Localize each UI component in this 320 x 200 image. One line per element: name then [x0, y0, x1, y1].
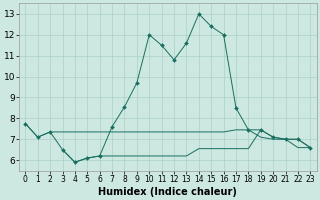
X-axis label: Humidex (Indice chaleur): Humidex (Indice chaleur): [98, 187, 237, 197]
